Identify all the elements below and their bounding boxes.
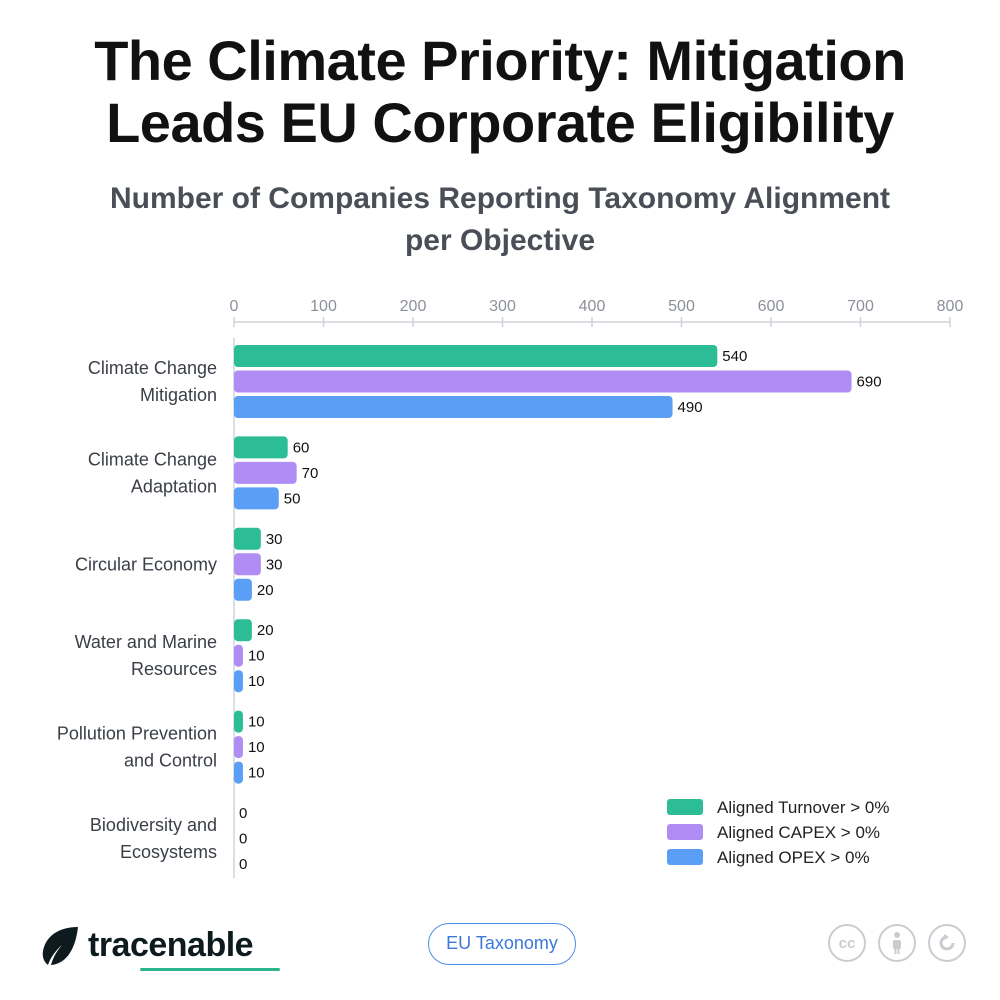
bar bbox=[234, 761, 243, 784]
data-label: 10 bbox=[248, 648, 265, 665]
category-label: Mitigation bbox=[140, 385, 217, 405]
category-label: Circular Economy bbox=[75, 554, 217, 574]
category-label: Climate Change bbox=[88, 449, 217, 469]
attribution-icon bbox=[878, 924, 916, 962]
data-label: 10 bbox=[248, 673, 265, 690]
data-label: 540 bbox=[722, 348, 747, 365]
tracenable-leaf-icon bbox=[42, 927, 78, 965]
brand-name: tracenable bbox=[88, 926, 254, 964]
title-line-1: The Climate Priority: Mitigation bbox=[94, 29, 906, 92]
data-label: 70 bbox=[302, 465, 319, 482]
tracenable-logo: tracenable bbox=[38, 920, 280, 976]
data-label: 20 bbox=[257, 622, 274, 639]
legend-swatch bbox=[667, 799, 703, 815]
legend-swatch bbox=[667, 824, 703, 840]
category-label: Biodiversity and bbox=[90, 815, 217, 835]
data-label: 10 bbox=[248, 765, 265, 782]
bar bbox=[234, 436, 288, 459]
chart-title: The Climate Priority: Mitigation Leads E… bbox=[0, 30, 1000, 154]
legend-swatch bbox=[667, 849, 703, 865]
bar bbox=[234, 345, 718, 367]
cc-icon-label: cc bbox=[838, 934, 856, 952]
x-tick-label: 600 bbox=[758, 298, 785, 315]
data-label: 0 bbox=[239, 805, 247, 822]
bar bbox=[234, 527, 261, 550]
legend-label: Aligned Turnover > 0% bbox=[717, 798, 889, 817]
data-label: 0 bbox=[239, 856, 247, 873]
cc-icon: cc bbox=[828, 924, 866, 962]
share-alike-icon bbox=[928, 924, 966, 962]
x-tick-label: 300 bbox=[489, 298, 516, 315]
category-label: Adaptation bbox=[131, 476, 217, 496]
bar bbox=[234, 619, 252, 642]
bar bbox=[234, 461, 297, 484]
category-label: Water and Marine bbox=[75, 632, 217, 652]
category-label: and Control bbox=[124, 751, 217, 771]
data-label: 690 bbox=[857, 374, 882, 391]
category-label: Climate Change bbox=[88, 358, 217, 378]
title-line-2: Leads EU Corporate Eligibility bbox=[106, 91, 894, 154]
data-label: 60 bbox=[293, 439, 310, 456]
bar bbox=[234, 396, 673, 418]
bar bbox=[234, 670, 243, 693]
bar bbox=[234, 487, 279, 510]
category-label: Resources bbox=[131, 659, 217, 679]
legend-label: Aligned CAPEX > 0% bbox=[717, 823, 880, 842]
data-label: 30 bbox=[266, 556, 283, 573]
license-icons: cc bbox=[828, 924, 968, 966]
category-label: Ecosystems bbox=[120, 842, 217, 862]
brand-underline bbox=[140, 968, 280, 971]
data-label: 10 bbox=[248, 714, 265, 731]
bar bbox=[234, 578, 252, 601]
data-label: 30 bbox=[266, 531, 283, 548]
x-tick-label: 700 bbox=[847, 298, 874, 315]
data-label: 20 bbox=[257, 582, 274, 599]
bar bbox=[234, 370, 852, 393]
data-label: 50 bbox=[284, 490, 301, 507]
x-tick-label: 200 bbox=[400, 298, 427, 315]
x-tick-label: 500 bbox=[668, 298, 695, 315]
bar bbox=[234, 644, 243, 667]
subtitle-line-2: per Objective bbox=[404, 224, 596, 257]
x-tick-label: 0 bbox=[230, 298, 239, 315]
x-tick-label: 100 bbox=[310, 298, 337, 315]
legend-label: Aligned OPEX > 0% bbox=[717, 848, 870, 867]
eu-taxonomy-tag[interactable]: EU Taxonomy bbox=[428, 923, 576, 965]
x-tick-label: 800 bbox=[937, 298, 964, 315]
chart-subtitle: Number of Companies Reporting Taxonomy A… bbox=[60, 178, 940, 262]
data-label: 0 bbox=[239, 831, 247, 848]
data-label: 10 bbox=[248, 739, 265, 756]
bar bbox=[234, 553, 261, 576]
category-label: Pollution Prevention bbox=[57, 724, 217, 744]
x-tick-label: 400 bbox=[579, 298, 606, 315]
data-label: 490 bbox=[678, 399, 703, 416]
subtitle-line-1: Number of Companies Reporting Taxonomy A… bbox=[109, 182, 891, 215]
bar bbox=[234, 736, 243, 759]
bar bbox=[234, 710, 243, 733]
